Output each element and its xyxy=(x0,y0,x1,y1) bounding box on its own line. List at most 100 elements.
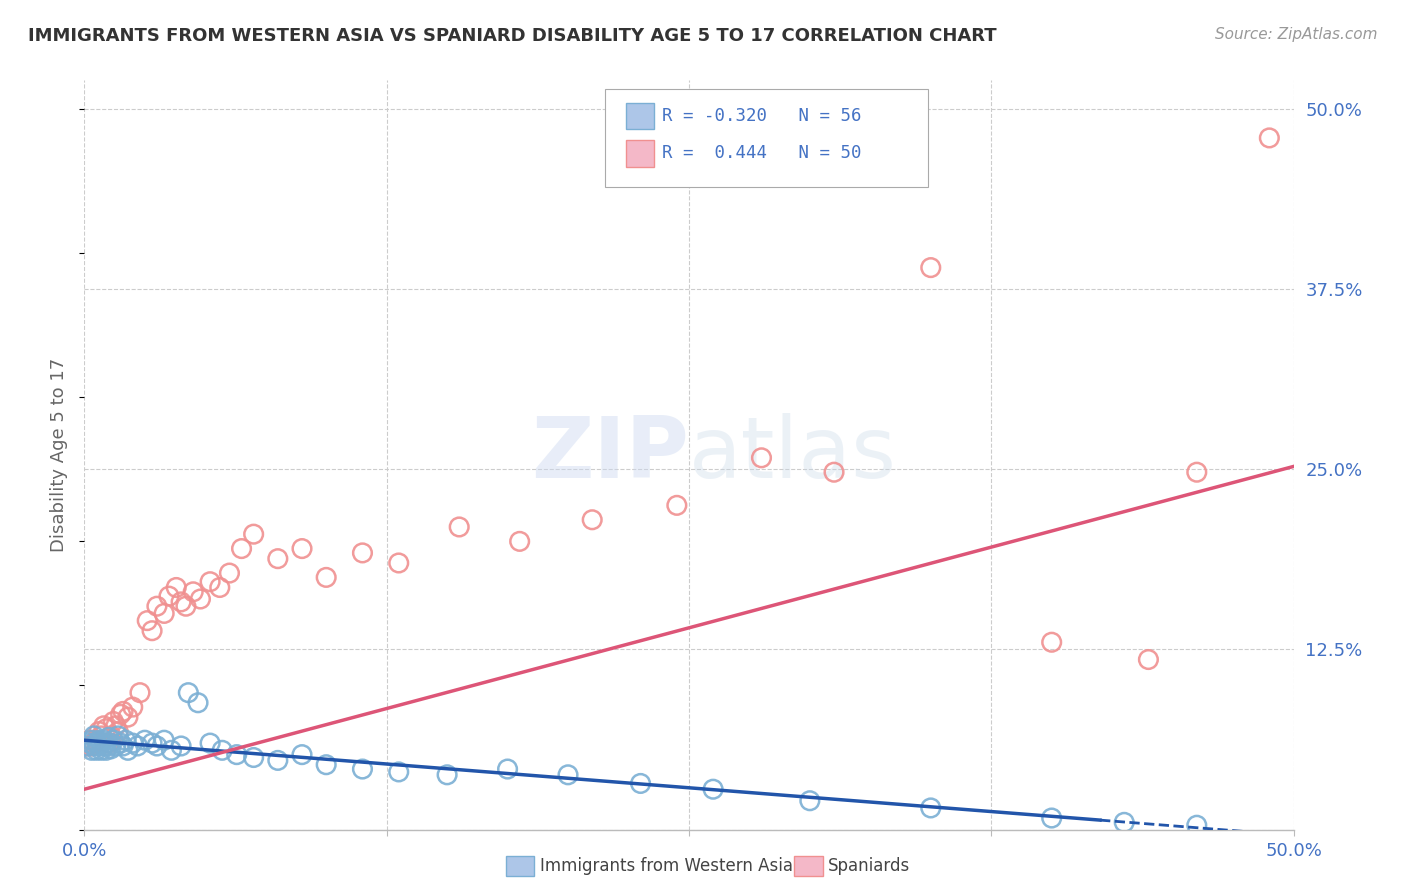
Point xyxy=(231,541,253,556)
Point xyxy=(77,733,100,747)
Point xyxy=(100,729,122,743)
Point xyxy=(112,705,135,719)
Point xyxy=(702,782,724,797)
Point xyxy=(315,757,337,772)
Point xyxy=(141,624,163,638)
Y-axis label: Disability Age 5 to 17: Disability Age 5 to 17 xyxy=(51,358,69,552)
Point xyxy=(97,739,120,753)
Point xyxy=(1185,818,1208,832)
Point xyxy=(352,762,374,776)
Point xyxy=(630,776,652,790)
Point xyxy=(141,736,163,750)
Point xyxy=(449,520,471,534)
Point xyxy=(80,733,103,747)
Point xyxy=(557,768,579,782)
Point xyxy=(117,743,139,757)
Point xyxy=(87,739,110,753)
Point xyxy=(103,733,125,747)
Text: Source: ZipAtlas.com: Source: ZipAtlas.com xyxy=(1215,27,1378,42)
Point xyxy=(90,743,112,757)
Point xyxy=(114,733,136,747)
Point xyxy=(388,556,411,570)
Point xyxy=(80,743,103,757)
Point xyxy=(83,736,105,750)
Point xyxy=(104,739,127,753)
Point xyxy=(112,739,135,753)
Point xyxy=(198,574,221,589)
Point xyxy=(242,527,264,541)
Point xyxy=(1114,815,1136,830)
Point xyxy=(100,742,122,756)
Point xyxy=(170,595,193,609)
Point xyxy=(1185,465,1208,479)
Point xyxy=(177,686,200,700)
Point xyxy=(581,513,603,527)
Point xyxy=(211,743,233,757)
Point xyxy=(110,707,132,722)
Point xyxy=(291,747,314,762)
Point xyxy=(107,724,129,739)
Point xyxy=(83,739,105,753)
Point xyxy=(103,714,125,729)
Point xyxy=(496,762,519,776)
Point xyxy=(110,736,132,750)
Point xyxy=(93,733,115,747)
Point xyxy=(799,794,821,808)
Point xyxy=(94,743,117,757)
Point xyxy=(97,731,120,745)
Point xyxy=(187,696,209,710)
Point xyxy=(1040,635,1063,649)
Text: ZIP: ZIP xyxy=(531,413,689,497)
Point xyxy=(267,753,290,767)
Point xyxy=(121,736,143,750)
Point xyxy=(291,541,314,556)
Text: Spaniards: Spaniards xyxy=(828,857,910,875)
Point xyxy=(153,733,176,747)
Point xyxy=(160,743,183,757)
Point xyxy=(136,614,159,628)
Point xyxy=(823,465,845,479)
Point xyxy=(129,686,152,700)
Point xyxy=(87,733,110,747)
Point xyxy=(94,722,117,736)
Point xyxy=(90,736,112,750)
Point xyxy=(242,750,264,764)
Text: R =  0.444   N = 50: R = 0.444 N = 50 xyxy=(662,145,862,162)
Point xyxy=(920,801,942,815)
Point xyxy=(121,700,143,714)
Point xyxy=(1040,811,1063,825)
Point xyxy=(86,736,108,750)
Point xyxy=(93,719,115,733)
Point xyxy=(198,736,221,750)
Point xyxy=(76,739,98,753)
Point xyxy=(225,747,247,762)
Point xyxy=(87,724,110,739)
Text: IMMIGRANTS FROM WESTERN ASIA VS SPANIARD DISABILITY AGE 5 TO 17 CORRELATION CHAR: IMMIGRANTS FROM WESTERN ASIA VS SPANIARD… xyxy=(28,27,997,45)
Point xyxy=(174,599,197,614)
Point xyxy=(436,768,458,782)
Text: R = -0.320   N = 56: R = -0.320 N = 56 xyxy=(662,107,862,125)
Point xyxy=(86,743,108,757)
Text: atlas: atlas xyxy=(689,413,897,497)
Point xyxy=(93,739,115,753)
Point xyxy=(665,499,688,513)
Point xyxy=(90,729,112,743)
Point xyxy=(76,739,98,753)
Point xyxy=(134,733,156,747)
Point xyxy=(157,589,180,603)
Point xyxy=(83,729,105,743)
Point xyxy=(751,450,773,465)
Point xyxy=(1137,652,1160,666)
Point xyxy=(1258,131,1281,145)
Point xyxy=(86,733,108,747)
Point xyxy=(127,739,149,753)
Point xyxy=(117,710,139,724)
Point xyxy=(267,551,290,566)
Point xyxy=(80,739,103,753)
Point xyxy=(100,736,122,750)
Point xyxy=(208,581,231,595)
Point xyxy=(218,566,240,580)
Point xyxy=(190,592,212,607)
Point xyxy=(94,736,117,750)
Point xyxy=(97,736,120,750)
